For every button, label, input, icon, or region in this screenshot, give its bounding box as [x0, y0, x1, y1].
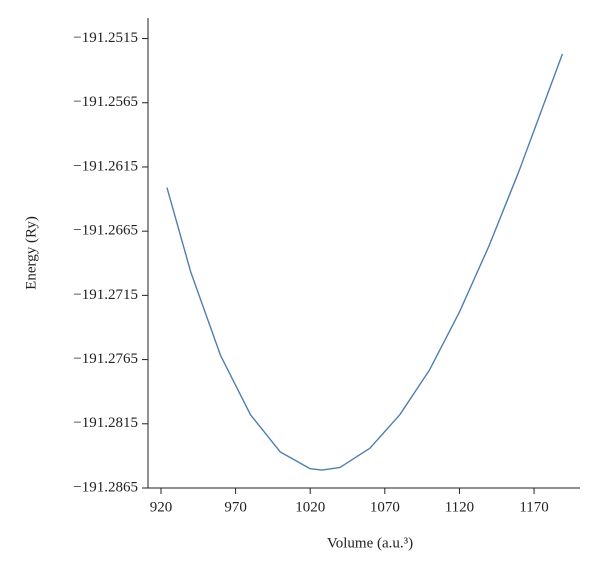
x-tick-label: 970 [224, 499, 247, 515]
y-tick-label: −191.2815 [73, 415, 138, 431]
y-tick-label: −191.2515 [73, 30, 138, 46]
y-tick-label: −191.2615 [73, 158, 138, 174]
y-tick-label: −191.2865 [73, 479, 138, 495]
y-tick-label: −191.2565 [73, 94, 138, 110]
y-tick-label: −191.2665 [73, 223, 138, 239]
x-tick-label: 920 [150, 499, 173, 515]
x-axis-label: Volume (a.u.³) [327, 535, 413, 551]
y-tick-label: −191.2765 [73, 351, 138, 367]
x-tick-label: 1020 [295, 499, 325, 515]
x-tick-label: 1070 [370, 499, 400, 515]
x-tick-label: 1120 [445, 499, 474, 515]
y-tick-label: −191.2715 [73, 287, 138, 303]
y-axis-label: Energy (Ry) [23, 216, 39, 290]
x-tick-label: 1170 [519, 499, 548, 515]
line-series [166, 53, 564, 471]
